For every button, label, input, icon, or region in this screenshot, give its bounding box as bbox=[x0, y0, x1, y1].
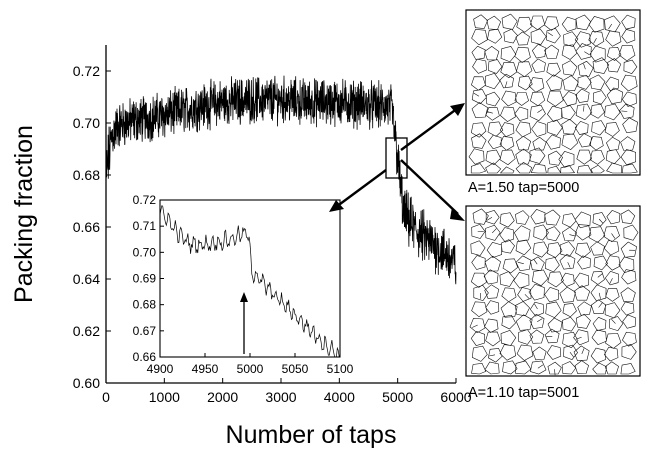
pentagon-network bbox=[469, 208, 639, 376]
inset-transition-arrowhead bbox=[240, 292, 248, 302]
snapshot-bottom-frame bbox=[465, 205, 641, 377]
main-y-tick-label: 0.72 bbox=[73, 63, 100, 79]
arrow-to-top-panel-head bbox=[450, 103, 465, 116]
snapshot-top: A=1.50 tap=5000 bbox=[465, 9, 641, 196]
inset-y-tick-label: 0.66 bbox=[133, 350, 157, 364]
main-y-tick-label: 0.66 bbox=[73, 219, 100, 235]
main-x-tick-label: 1000 bbox=[149, 389, 180, 405]
inset-y-tick-label: 0.72 bbox=[133, 193, 157, 207]
main-y-tick-label: 0.64 bbox=[73, 271, 100, 287]
snapshot-bottom-packing-image bbox=[469, 208, 639, 376]
inset-x-tick-label: 5100 bbox=[327, 362, 354, 376]
inset-y-tick-label: 0.71 bbox=[133, 219, 157, 233]
snapshot-bottom: A=1.10 tap=5001 bbox=[465, 205, 641, 401]
y-axis-title: Packing fraction bbox=[10, 125, 38, 303]
snapshot-bottom-caption: A=1.10 tap=5001 bbox=[468, 385, 579, 401]
inset-series-group bbox=[159, 205, 341, 358]
arrow-to-inset bbox=[335, 169, 387, 208]
inset-y-tick-label: 0.69 bbox=[133, 272, 157, 286]
main-plot: 0 1000 2000 3000 4000 5000 6000 0.600.620.640.… bbox=[73, 45, 472, 405]
inset-x-tick-label: 5000 bbox=[237, 362, 264, 376]
x-axis-title: Number of taps bbox=[226, 421, 397, 449]
main-y-tick-label: 0.70 bbox=[73, 115, 100, 131]
main-x-ticks: 0 1000 2000 3000 4000 5000 6000 bbox=[102, 378, 472, 405]
main-y-tick-label: 0.60 bbox=[73, 375, 100, 391]
main-x-tick-label: 4000 bbox=[324, 389, 355, 405]
main-series-group bbox=[105, 75, 457, 285]
arrow-to-bottom-panel bbox=[400, 159, 459, 215]
arrow-to-top-panel bbox=[400, 107, 459, 151]
main-y-tick-label: 0.68 bbox=[73, 167, 100, 183]
inset-y-tick-label: 0.68 bbox=[133, 298, 157, 312]
inset-x-ticks: 4900 4950 5000 5050 5100 bbox=[147, 353, 354, 376]
main-y-tick-label: 0.62 bbox=[73, 323, 100, 339]
main-series-line bbox=[105, 75, 457, 285]
main-x-tick-label: 0 bbox=[102, 389, 110, 405]
inset-y-tick-label: 0.67 bbox=[133, 324, 157, 338]
main-x-tick-label: 2000 bbox=[207, 389, 238, 405]
main-y-ticks: 0.60 0.62 0.64 0.66 0.68 0.70 0.72 bbox=[73, 63, 111, 391]
snapshot-top-packing-image bbox=[468, 13, 638, 174]
inset-x-tick-label: 4950 bbox=[192, 362, 219, 376]
zoom-box bbox=[385, 137, 408, 179]
inset-x-tick-label: 4900 bbox=[147, 362, 174, 376]
inset-y-tick-label: 0.70 bbox=[133, 245, 157, 259]
inset-plot: 4900 4950 5000 5050 5100 0.66 0.67 0.68 0.69 0.7… bbox=[133, 193, 354, 376]
arrow-to-inset-head bbox=[329, 200, 344, 212]
main-x-tick-label: 6000 bbox=[440, 389, 471, 405]
inset-x-tick-label: 5050 bbox=[282, 362, 309, 376]
arrow-to-bottom-panel-head bbox=[450, 207, 465, 221]
snapshot-top-caption: A=1.50 tap=5000 bbox=[468, 180, 579, 196]
pentagon-network bbox=[468, 13, 638, 174]
main-x-tick-label: 3000 bbox=[265, 389, 296, 405]
main-x-tick-label: 5000 bbox=[382, 389, 413, 405]
inset-series-line bbox=[159, 205, 341, 358]
inset-y-ticks: 0.66 0.67 0.68 0.69 0.70 0.71 0.72 bbox=[133, 193, 164, 364]
inset-background bbox=[160, 200, 340, 357]
zoom-arrows bbox=[329, 103, 465, 221]
